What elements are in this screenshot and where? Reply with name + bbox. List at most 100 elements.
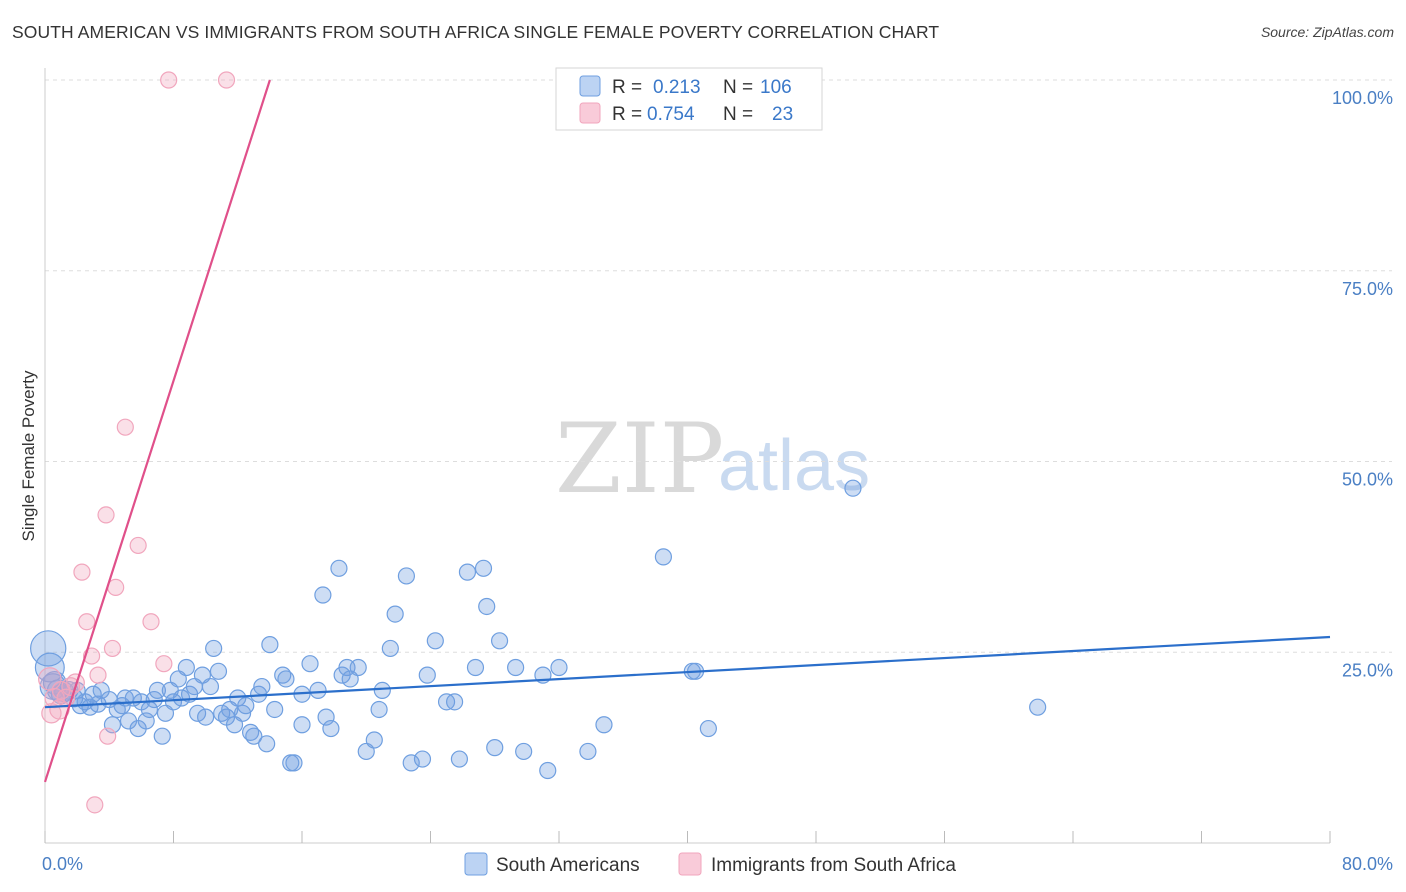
- data-point: [84, 685, 102, 703]
- legend-n-label-1: N =: [723, 77, 753, 98]
- data-point: [86, 796, 104, 814]
- data-point: [515, 742, 533, 761]
- data-point: [550, 658, 568, 677]
- legend-r-label-2: R =: [612, 104, 642, 125]
- watermark-zip: ZIP: [555, 403, 724, 515]
- data-point: [490, 632, 509, 650]
- x-tick-label-min: 0.0%: [42, 854, 83, 874]
- data-point: [285, 754, 303, 772]
- data-point: [97, 506, 115, 524]
- data-point: [164, 693, 183, 711]
- data-point: [155, 655, 173, 673]
- data-point: [205, 639, 223, 658]
- data-point: [579, 742, 597, 761]
- y-tick-label-0: 25.0%: [1342, 660, 1393, 680]
- source-credit: Source: ZipAtlas.com: [1260, 24, 1394, 40]
- data-point: [201, 677, 220, 696]
- data-point: [129, 536, 147, 555]
- data-point: [217, 71, 236, 89]
- data-point: [209, 662, 228, 680]
- data-point: [78, 613, 96, 631]
- legend-swatch-south-africa: [579, 102, 601, 124]
- series-legend: South Americans Immigrants from South Af…: [464, 852, 956, 876]
- data-point: [309, 681, 327, 700]
- data-point: [103, 639, 122, 658]
- data-point: [277, 670, 295, 688]
- legend-swatch-south-americans: [579, 75, 601, 97]
- data-point: [466, 658, 485, 677]
- data-point: [426, 632, 444, 650]
- data-point: [370, 700, 388, 719]
- data-point: [386, 605, 404, 623]
- trend-line-1: [43, 79, 271, 783]
- data-point: [293, 716, 311, 734]
- data-point: [153, 727, 171, 745]
- series-label-south-americans: South Americans: [496, 855, 640, 876]
- series-label-south-africa: Immigrants from South Africa: [711, 855, 956, 876]
- data-point: [474, 559, 493, 577]
- tick-labels: 25.0% 50.0% 75.0% 100.0% 0.0% 80.0%: [42, 88, 1393, 874]
- series-swatch-south-africa: [678, 852, 702, 876]
- legend-n-value-2: 23: [772, 104, 793, 125]
- legend-n-label-2: N =: [723, 104, 753, 125]
- data-point: [365, 731, 383, 749]
- data-point: [177, 658, 195, 677]
- data-point: [188, 704, 207, 722]
- data-point: [261, 636, 279, 654]
- data-point: [145, 690, 163, 709]
- data-point: [89, 666, 107, 684]
- trend-lines: [43, 79, 1331, 783]
- data-point: [266, 700, 284, 719]
- data-point: [322, 719, 340, 738]
- data-point: [507, 658, 525, 677]
- data-point: [258, 735, 276, 753]
- watermark-atlas: atlas: [718, 426, 870, 506]
- data-point: [314, 586, 332, 604]
- data-point: [142, 613, 160, 631]
- data-point: [116, 418, 134, 436]
- data-point: [413, 750, 432, 768]
- legend-r-value-1: 0.213: [653, 77, 701, 98]
- gridlines: [45, 79, 1392, 653]
- legend-r-label-1: R =: [612, 77, 642, 98]
- data-point: [301, 655, 319, 673]
- data-point: [245, 727, 263, 745]
- trend-line-0: [44, 635, 1331, 709]
- data-points: [30, 71, 1047, 814]
- data-point: [654, 548, 673, 566]
- data-point: [450, 750, 469, 768]
- data-point: [197, 708, 215, 726]
- data-point: [73, 563, 91, 581]
- data-point: [237, 697, 255, 715]
- data-point: [253, 677, 271, 696]
- chart-title: SOUTH AMERICAN VS IMMIGRANTS FROM SOUTH …: [12, 22, 940, 42]
- y-axis-label: Single Female Poverty: [19, 370, 38, 542]
- data-point: [381, 639, 399, 658]
- axes: [44, 68, 1331, 844]
- data-point: [595, 716, 613, 734]
- data-point: [486, 739, 504, 757]
- data-point: [478, 597, 496, 616]
- data-point: [160, 71, 178, 89]
- legend-r-value-2: 0.754: [647, 104, 695, 125]
- data-point: [66, 673, 85, 693]
- data-point: [99, 727, 117, 745]
- data-point: [172, 689, 191, 707]
- data-point: [445, 693, 464, 711]
- series-swatch-south-americans: [464, 852, 488, 876]
- watermark: ZIP atlas: [555, 403, 870, 515]
- legend-n-value-1: 106: [760, 77, 792, 98]
- data-point: [330, 559, 348, 577]
- data-point: [402, 754, 420, 772]
- x-tick-label-max: 80.0%: [1342, 854, 1393, 874]
- data-point: [844, 479, 862, 497]
- data-point: [397, 567, 416, 585]
- data-point: [699, 719, 717, 738]
- data-point: [1029, 698, 1047, 716]
- series-points-0: [30, 479, 1047, 780]
- data-point: [539, 761, 557, 780]
- data-point: [418, 666, 436, 684]
- data-point: [458, 563, 477, 581]
- stats-legend: R = 0.213 N = 106 R = 0.754 N = 23: [555, 67, 823, 131]
